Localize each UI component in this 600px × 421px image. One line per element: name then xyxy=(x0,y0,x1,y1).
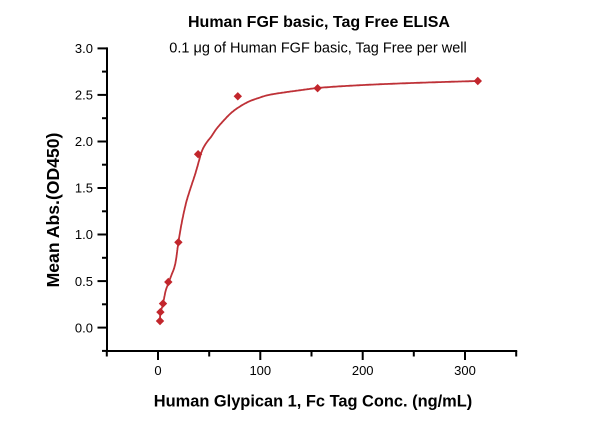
svg-text:0.0: 0.0 xyxy=(75,320,93,335)
svg-text:0: 0 xyxy=(154,363,161,378)
svg-text:2.0: 2.0 xyxy=(75,134,93,149)
svg-text:200: 200 xyxy=(352,363,374,378)
svg-text:0.1 μg of Human FGF basic, Tag: 0.1 μg of Human FGF basic, Tag Free per … xyxy=(169,41,466,57)
svg-text:0.5: 0.5 xyxy=(75,274,93,289)
svg-text:Mean Abs.(OD450): Mean Abs.(OD450) xyxy=(43,133,63,288)
svg-text:3.0: 3.0 xyxy=(75,41,93,56)
svg-text:100: 100 xyxy=(249,363,271,378)
svg-text:300: 300 xyxy=(454,363,476,378)
svg-text:Human FGF basic, Tag Free ELIS: Human FGF basic, Tag Free ELISA xyxy=(188,14,450,31)
svg-text:Human Glypican 1, Fc Tag Conc.: Human Glypican 1, Fc Tag Conc. (ng/mL) xyxy=(154,393,472,411)
svg-text:2.5: 2.5 xyxy=(75,88,93,103)
svg-text:1.0: 1.0 xyxy=(75,227,93,242)
svg-text:1.5: 1.5 xyxy=(75,181,93,196)
